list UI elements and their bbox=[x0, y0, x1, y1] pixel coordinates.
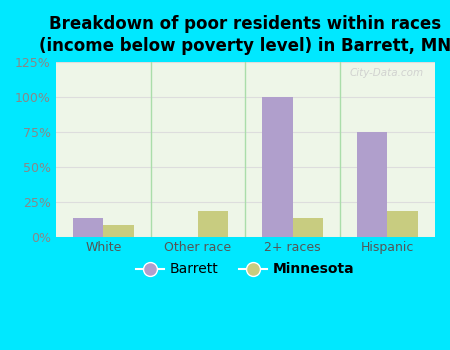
Text: City-Data.com: City-Data.com bbox=[350, 68, 423, 78]
Bar bbox=[104, 225, 134, 237]
Bar bbox=[387, 211, 418, 237]
Bar bbox=[262, 97, 293, 237]
Bar bbox=[357, 132, 387, 237]
Bar bbox=[198, 211, 228, 237]
Bar bbox=[293, 218, 323, 237]
Bar bbox=[73, 218, 104, 237]
Legend: Barrett, Minnesota: Barrett, Minnesota bbox=[131, 257, 360, 282]
Title: Breakdown of poor residents within races
(income below poverty level) in Barrett: Breakdown of poor residents within races… bbox=[39, 15, 450, 55]
